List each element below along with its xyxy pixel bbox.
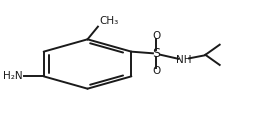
Text: CH₃: CH₃	[99, 16, 119, 26]
Text: O: O	[152, 66, 160, 76]
Text: H₂N: H₂N	[3, 71, 23, 81]
Text: NH: NH	[176, 55, 191, 65]
Text: O: O	[152, 31, 160, 41]
Text: S: S	[152, 47, 160, 60]
